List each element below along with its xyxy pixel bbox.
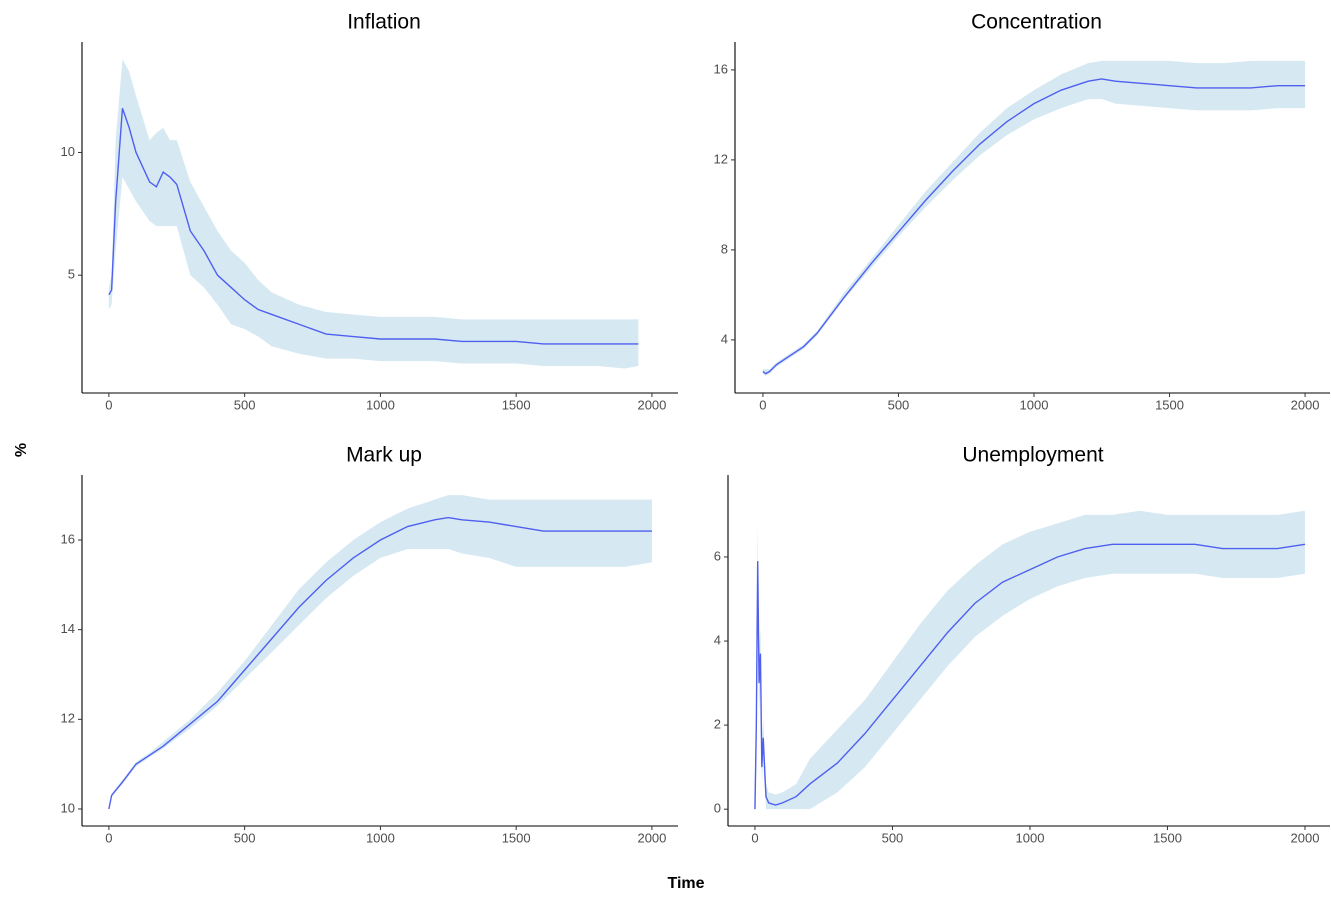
x-tick-label: 500 bbox=[234, 397, 256, 412]
x-tick-label: 500 bbox=[882, 830, 904, 845]
y-tick-label: 16 bbox=[61, 531, 75, 546]
x-axis-label: Time bbox=[667, 875, 704, 892]
x-tick-label: 2000 bbox=[637, 830, 666, 845]
y-tick-label: 0 bbox=[714, 801, 721, 816]
x-tick-label: 2000 bbox=[637, 397, 666, 412]
chart-title: Unemployment bbox=[962, 444, 1103, 467]
x-tick-label: 500 bbox=[234, 830, 256, 845]
y-tick-label: 2 bbox=[714, 717, 721, 732]
y-tick-label: 4 bbox=[721, 331, 728, 346]
x-tick-label: 1500 bbox=[1155, 397, 1184, 412]
y-tick-label: 10 bbox=[61, 144, 75, 159]
y-tick-label: 5 bbox=[68, 267, 75, 282]
x-tick-label: 1500 bbox=[502, 830, 531, 845]
x-tick-label: 1000 bbox=[366, 830, 395, 845]
chart-title: Mark up bbox=[346, 444, 422, 467]
x-tick-label: 2000 bbox=[1291, 397, 1320, 412]
y-tick-label: 12 bbox=[61, 711, 75, 726]
y-tick-label: 8 bbox=[721, 241, 728, 256]
line bbox=[108, 108, 639, 345]
x-tick-label: 1000 bbox=[1016, 830, 1045, 845]
x-tick-label: 2000 bbox=[1291, 830, 1320, 845]
y-tick-label: 10 bbox=[61, 800, 75, 815]
y-tick-label: 16 bbox=[714, 61, 728, 76]
y-tick-label: 14 bbox=[61, 621, 75, 636]
x-tick-label: 0 bbox=[759, 397, 766, 412]
x-tick-label: 0 bbox=[751, 830, 758, 845]
x-tick-label: 1000 bbox=[1020, 397, 1049, 412]
confidence-band bbox=[762, 60, 1306, 376]
x-tick-label: 0 bbox=[105, 397, 112, 412]
confidence-band bbox=[108, 59, 639, 369]
line bbox=[108, 516, 652, 810]
line bbox=[762, 78, 1306, 375]
x-tick-label: 0 bbox=[105, 830, 112, 845]
x-tick-label: 1000 bbox=[366, 397, 395, 412]
line bbox=[754, 543, 1306, 810]
x-tick-label: 1500 bbox=[1153, 830, 1182, 845]
confidence-band bbox=[754, 510, 1305, 810]
chart-title: Inflation bbox=[347, 11, 421, 34]
y-tick-label: 4 bbox=[714, 632, 721, 647]
x-tick-label: 500 bbox=[888, 397, 910, 412]
y-tick-label: 12 bbox=[714, 151, 728, 166]
chart-title: Concentration bbox=[971, 11, 1102, 34]
y-axis-label: % bbox=[13, 443, 30, 457]
x-tick-label: 1500 bbox=[502, 397, 531, 412]
y-tick-label: 6 bbox=[714, 548, 721, 563]
confidence-band bbox=[108, 495, 652, 809]
